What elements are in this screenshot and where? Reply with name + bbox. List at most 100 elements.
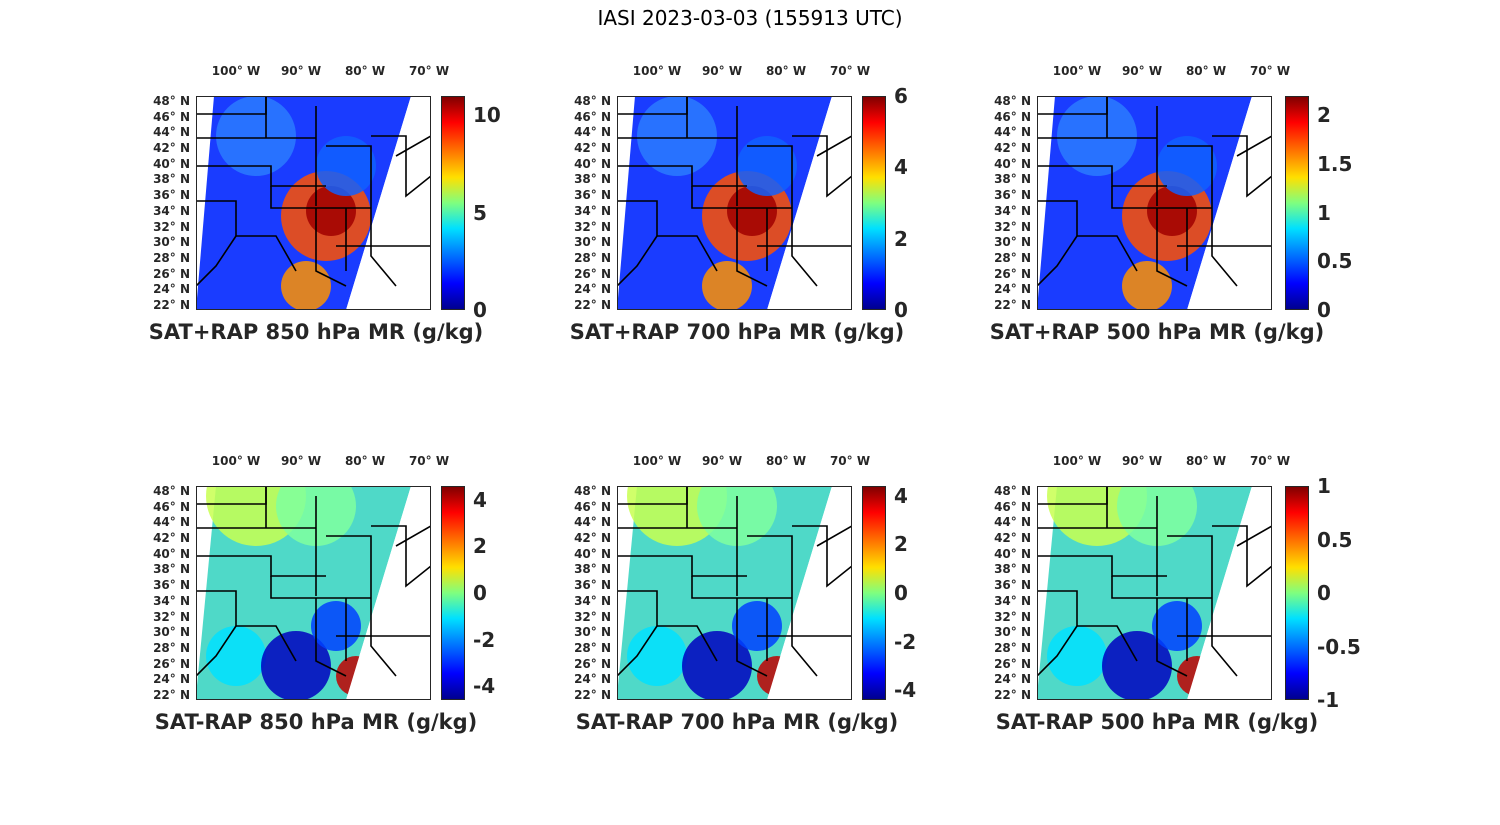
colorbar-tick-label: 0.5 <box>1317 527 1353 552</box>
no-data-region <box>767 96 852 310</box>
latitude-tick-label: 48° N <box>153 94 190 108</box>
state-border <box>792 525 852 588</box>
colorbar-tick-label: 1.5 <box>1317 152 1353 177</box>
longitude-axis: 100° W 90° W 80° W 70° W <box>191 64 471 80</box>
colorbar-tick-label: 2 <box>894 226 908 251</box>
state-border <box>270 186 371 209</box>
state-border <box>792 135 852 198</box>
no-data-region <box>346 486 431 700</box>
latitude-tick-label: 24° N <box>574 282 611 297</box>
map-plot <box>1037 96 1272 310</box>
longitude-tick-label: 100° W <box>211 454 261 468</box>
colorbar-tick-label: 0 <box>1317 298 1331 322</box>
colorbar-tick-label: 2 <box>894 532 908 557</box>
latitude-tick-label: 26° N <box>574 266 611 281</box>
colorbar <box>441 486 465 700</box>
state-border <box>691 186 792 209</box>
state-border <box>196 165 326 187</box>
field-anomaly-region <box>206 626 266 686</box>
longitude-tick-label: 90° W <box>280 454 322 468</box>
latitude-tick-label: 40° N <box>994 156 1031 171</box>
colorbar-tick-label: 0 <box>894 581 908 605</box>
longitude-tick-label: 90° W <box>280 64 322 78</box>
latitude-tick-label: 48° N <box>574 94 611 108</box>
state-border <box>370 208 397 287</box>
state-border <box>1236 135 1272 157</box>
field-anomaly-region <box>1157 136 1217 196</box>
longitude-axis: 100° W 90° W 80° W 70° W <box>612 64 892 80</box>
field-anomaly-region <box>1057 96 1137 176</box>
field-anomaly-region <box>281 261 331 310</box>
colorbar <box>1285 486 1309 700</box>
latitude-tick-label: 46° N <box>994 499 1031 514</box>
latitude-tick-label: 30° N <box>574 235 611 250</box>
longitude-tick-label: 70° W <box>829 64 871 78</box>
map-plot <box>196 486 431 700</box>
field-anomaly-region <box>306 186 356 236</box>
state-border <box>1111 576 1212 599</box>
latitude-tick-label: 44° N <box>994 515 1031 530</box>
latitude-tick-label: 32° N <box>153 219 190 234</box>
latitude-tick-label: 26° N <box>994 656 1031 671</box>
state-border <box>1211 598 1238 677</box>
field-anomaly-region <box>732 601 782 651</box>
state-border <box>1156 598 1188 677</box>
latitude-tick-label: 40° N <box>153 156 190 171</box>
colorbar-tick-label: 2 <box>1317 103 1331 128</box>
latitude-tick-label: 30° N <box>994 625 1031 640</box>
latitude-tick-label: 26° N <box>574 656 611 671</box>
field-anomaly-region <box>311 601 361 651</box>
colorbar <box>441 96 465 310</box>
latitude-tick-label: 46° N <box>574 499 611 514</box>
latitude-tick-label: 46° N <box>574 109 611 124</box>
colorbar-tick-label: -2 <box>473 627 496 652</box>
latitude-tick-label: 40° N <box>994 546 1031 561</box>
latitude-tick-label: 38° N <box>153 562 190 577</box>
longitude-tick-label: 80° W <box>344 454 386 468</box>
colorbar-tick-label: 5 <box>473 200 487 225</box>
longitude-tick-label: 70° W <box>408 64 450 78</box>
no-data-region <box>767 486 852 700</box>
colorbar <box>862 96 886 310</box>
state-border <box>1236 525 1272 547</box>
map-frame <box>196 486 431 700</box>
latitude-tick-label: 26° N <box>153 656 190 671</box>
colorbar-tick-label: 4 <box>894 483 908 508</box>
longitude-tick-label: 80° W <box>1185 64 1227 78</box>
latitude-tick-label: 48° N <box>994 94 1031 108</box>
latitude-tick-label: 24° N <box>994 282 1031 297</box>
latitude-tick-label: 26° N <box>994 266 1031 281</box>
colorbar-tick-label: -0.5 <box>1317 634 1361 659</box>
longitude-tick-label: 80° W <box>344 64 386 78</box>
latitude-tick-label: 42° N <box>994 141 1031 156</box>
latitude-tick-label: 42° N <box>574 531 611 546</box>
latitude-tick-label: 38° N <box>574 172 611 187</box>
longitude-tick-label: 100° W <box>632 454 682 468</box>
latitude-tick-label: 28° N <box>153 640 190 655</box>
colorbar-tick-label: -1 <box>1317 688 1340 712</box>
latitude-tick-label: 28° N <box>574 250 611 265</box>
latitude-tick-label: 38° N <box>574 562 611 577</box>
colorbar-tick-label: 2 <box>473 534 487 559</box>
panel-caption: SAT-RAP 700 hPa MR (g/kg) <box>575 710 899 734</box>
latitude-tick-label: 46° N <box>153 499 190 514</box>
latitude-tick-label: 22° N <box>574 298 611 312</box>
longitude-tick-label: 70° W <box>408 454 450 468</box>
colorbar-tick-label: 1 <box>1317 474 1331 498</box>
colorbar-tick-label: -4 <box>473 674 496 699</box>
longitude-axis: 100° W 90° W 80° W 70° W <box>191 454 471 470</box>
map-plot <box>1037 486 1272 700</box>
longitude-axis: 100° W 90° W 80° W 70° W <box>1032 454 1312 470</box>
map-frame <box>196 96 431 310</box>
latitude-tick-label: 22° N <box>153 298 190 312</box>
latitude-tick-label: 36° N <box>574 188 611 203</box>
latitude-tick-label: 22° N <box>994 688 1031 702</box>
state-border <box>1037 555 1167 577</box>
latitude-tick-label: 38° N <box>994 562 1031 577</box>
latitude-tick-label: 48° N <box>153 484 190 498</box>
state-border <box>617 625 658 677</box>
state-border <box>370 598 397 677</box>
latitude-tick-label: 30° N <box>994 235 1031 250</box>
latitude-tick-label: 44° N <box>153 125 190 140</box>
field-anomaly-region <box>737 136 797 196</box>
